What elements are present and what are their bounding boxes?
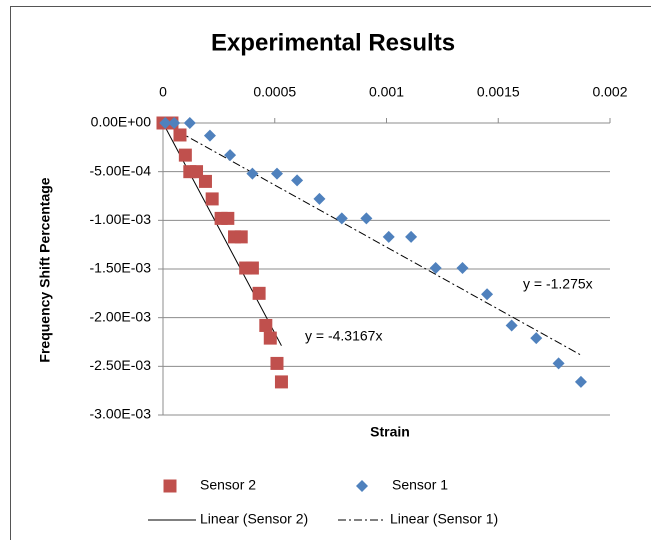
legend-label: Sensor 1 [392, 477, 448, 493]
marker [178, 148, 192, 162]
marker [360, 212, 373, 225]
marker [552, 357, 565, 370]
marker [159, 117, 172, 129]
legend-marker [356, 480, 368, 492]
y-tick-label: -1.00E-03 [90, 211, 152, 227]
marker [259, 318, 273, 332]
y-tick-label: -1.50E-03 [90, 260, 152, 276]
marker [429, 262, 442, 275]
marker [313, 192, 326, 205]
y-axis-label: Frequency Shift Percentage [37, 177, 53, 362]
marker [168, 117, 181, 129]
marker [270, 167, 283, 180]
legend-label: Linear (Sensor 1) [390, 511, 498, 527]
x-tick-label: 0.001 [369, 84, 404, 100]
marker [224, 149, 237, 162]
marker [456, 262, 469, 275]
marker [274, 375, 288, 389]
x-tick-label: 0.0015 [477, 84, 520, 100]
marker [234, 230, 248, 244]
marker [198, 174, 212, 188]
legend-label: Linear (Sensor 2) [200, 511, 308, 527]
chart-frame [10, 6, 651, 540]
marker [335, 212, 348, 225]
chart-title: Experimental Results [211, 29, 455, 56]
y-tick-label: -5.00E-04 [90, 162, 152, 178]
marker [205, 192, 219, 206]
marker [382, 230, 395, 243]
marker [574, 375, 587, 388]
marker [246, 167, 259, 180]
marker [405, 230, 418, 243]
x-axis-label: Strain [370, 424, 410, 440]
legend-marker [163, 479, 177, 493]
marker [530, 332, 543, 345]
marker [252, 286, 266, 300]
x-tick-label: 0.0005 [253, 84, 296, 100]
trendline-equation: y = -4.3167x [305, 328, 382, 344]
marker [481, 288, 494, 301]
marker [203, 129, 216, 142]
x-tick-label: 0.002 [592, 84, 627, 100]
x-tick-label: 0 [159, 84, 167, 100]
y-tick-label: -3.00E-03 [90, 406, 152, 422]
y-tick-label: -2.00E-03 [90, 308, 152, 324]
marker [173, 128, 187, 142]
trendline-equation: y = -1.275x [523, 276, 593, 292]
y-tick-label: -2.50E-03 [90, 357, 152, 373]
marker [221, 211, 235, 225]
marker [505, 319, 518, 332]
marker [183, 117, 196, 129]
marker [291, 174, 304, 187]
y-tick-label: 0.00E+00 [91, 114, 152, 130]
marker [270, 356, 284, 370]
marker [245, 261, 259, 275]
marker [263, 331, 277, 345]
legend-label: Sensor 2 [200, 477, 256, 493]
